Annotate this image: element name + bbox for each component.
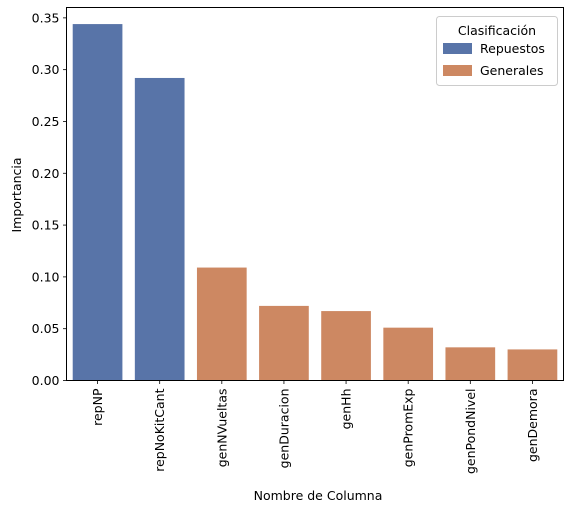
bar-rep-np bbox=[72, 24, 123, 381]
y-tick-label: 0.30 bbox=[32, 62, 60, 77]
x-tick-label: genDemora bbox=[525, 389, 540, 463]
y-tick-label: 0.00 bbox=[32, 373, 60, 388]
y-tick-label: 0.10 bbox=[32, 269, 60, 284]
x-tick-label: repNoKitCant bbox=[152, 388, 167, 471]
y-tick-label: 0.15 bbox=[32, 218, 60, 233]
bar-gen-demora bbox=[507, 349, 558, 381]
legend-label-repuestos: Repuestos bbox=[480, 41, 545, 56]
x-axis-label: Nombre de Columna bbox=[254, 488, 383, 503]
bar-gen-nvueltas bbox=[196, 267, 247, 381]
y-axis-label: Importancia bbox=[9, 157, 24, 232]
bars-group bbox=[72, 24, 558, 381]
y-tick-label: 0.20 bbox=[32, 166, 60, 181]
x-tick-label: genDuracion bbox=[276, 389, 291, 469]
legend: Clasificación Repuestos Generales bbox=[436, 16, 558, 86]
legend-swatch-repuestos bbox=[443, 43, 472, 54]
x-tick-label: genPromExp bbox=[401, 388, 416, 467]
y-tick-label: 0.05 bbox=[32, 321, 60, 336]
legend-label-generales: Generales bbox=[480, 63, 543, 78]
legend-title: Clasificación bbox=[458, 23, 536, 38]
bar-rep-no-kit-cant bbox=[134, 77, 185, 381]
legend-swatch-generales bbox=[443, 65, 472, 76]
x-axis: repNP repNoKitCant genNVueltas genDuracion g… bbox=[90, 380, 540, 475]
bar-gen-hh bbox=[321, 311, 371, 381]
y-tick-label: 0.35 bbox=[32, 10, 60, 25]
y-tick-label: 0.25 bbox=[32, 114, 60, 129]
x-tick-label: genPondNivel bbox=[463, 389, 478, 475]
bar-gen-pond-nivel bbox=[445, 347, 496, 381]
x-tick-label: genHh bbox=[339, 389, 354, 430]
bar-gen-prom-exp bbox=[383, 327, 434, 381]
x-tick-label: repNP bbox=[90, 388, 105, 426]
plot-frame bbox=[66, 7, 564, 381]
bar-gen-duracion bbox=[259, 305, 309, 381]
y-axis: 0.00 0.05 0.10 0.15 0.20 0.25 0.30 0.35 bbox=[32, 10, 67, 388]
x-tick-label: genNVueltas bbox=[214, 389, 229, 468]
